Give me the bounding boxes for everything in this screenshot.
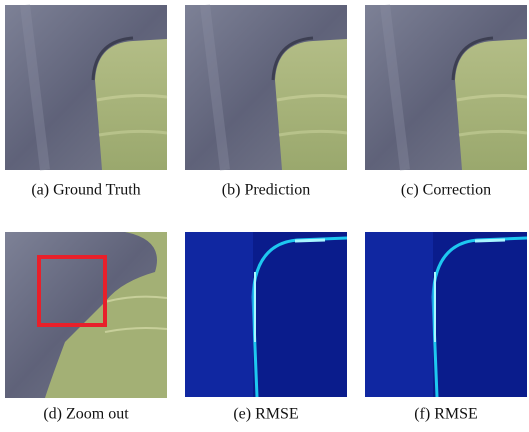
image-zoom-out: [5, 232, 167, 398]
caption: (f) RMSE: [414, 406, 478, 423]
image-rmse-prediction: [185, 232, 347, 397]
page: (a) Ground Truth (b) Prediction (c) Corr…: [0, 0, 529, 432]
image-prediction: [185, 5, 347, 170]
caption: (b) Prediction: [222, 182, 310, 199]
caption: (a) Ground Truth: [31, 182, 140, 199]
caption: (d) Zoom out: [43, 406, 129, 423]
image-correction: [365, 5, 527, 170]
caption: (e) RMSE: [233, 406, 298, 423]
image-ground-truth: [5, 5, 167, 170]
caption: (c) Correction: [401, 182, 491, 199]
image-rmse-correction: [365, 232, 527, 397]
figure: (a) Ground Truth (b) Prediction (c) Corr…: [0, 0, 529, 432]
